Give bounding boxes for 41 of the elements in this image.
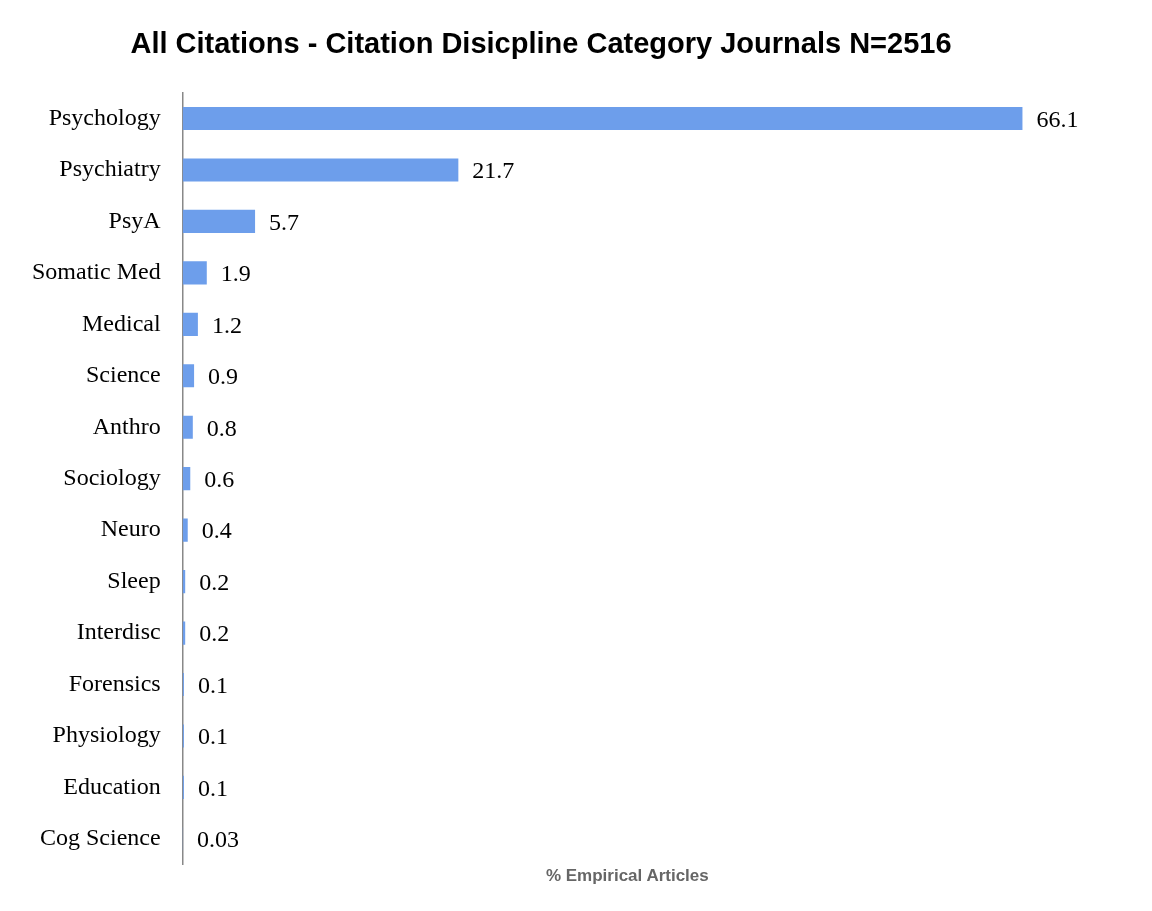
data-label: 0.1 (197, 774, 228, 801)
bar (182, 467, 191, 491)
y-tick-label: Psychiatry (59, 155, 161, 182)
y-tick-label: Neuro (100, 515, 161, 542)
bar (182, 261, 207, 285)
data-label: 0.2 (199, 568, 230, 595)
data-label: 1.2 (211, 311, 242, 338)
y-tick-label: Psychology (48, 103, 161, 130)
y-tick-label: Interdisc (76, 618, 161, 645)
data-label: 21.7 (472, 157, 515, 184)
y-tick-label: Physiology (52, 721, 161, 748)
y-tick-label: Forensics (68, 669, 161, 696)
chart-title: All Citations - Citation Disicpline Category Journals N=2516 (130, 27, 952, 60)
bar (182, 158, 459, 182)
y-tick-label: Education (63, 772, 161, 799)
data-label: 0.2 (199, 620, 230, 647)
data-label: 0.4 (201, 517, 232, 544)
bar (182, 209, 256, 234)
y-tick-label: Cog Science (40, 824, 161, 851)
y-tick-label: Anthro (92, 412, 161, 439)
bar (182, 518, 188, 542)
data-label: 0.1 (197, 723, 228, 750)
y-tick-label: Sociology (63, 464, 161, 490)
data-label: 1.9 (220, 260, 251, 287)
bar (182, 106, 1023, 131)
data-label: 0.6 (204, 466, 235, 492)
x-axis-title: % Empirical Articles (545, 866, 709, 886)
y-tick-label: PsyA (108, 206, 162, 233)
data-label: 0.9 (208, 363, 239, 390)
data-label: 5.7 (269, 208, 300, 235)
bar (182, 312, 198, 336)
bar (182, 415, 193, 439)
data-label: 0.1 (197, 671, 228, 698)
data-label: 66.1 (1036, 105, 1079, 132)
bar (182, 364, 195, 388)
y-tick-label: Science (86, 361, 161, 388)
data-label: 0.03 (197, 826, 240, 853)
y-tick-label: Sleep (107, 566, 161, 593)
y-tick-label: Medical (82, 309, 161, 336)
y-tick-label: Somatic Med (31, 258, 161, 285)
data-label: 0.8 (206, 414, 237, 441)
